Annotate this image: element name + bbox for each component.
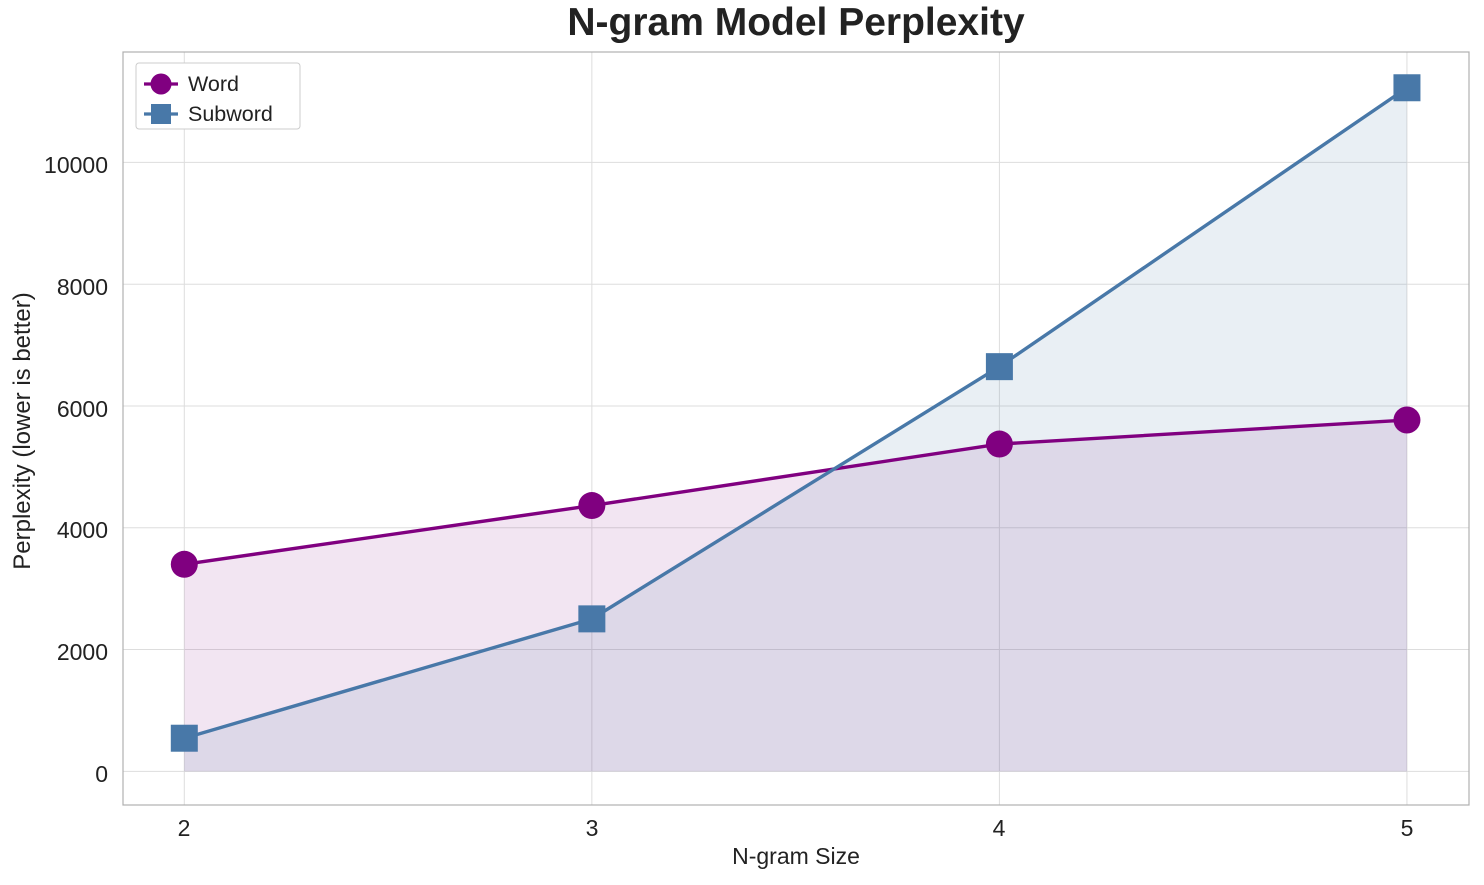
svg-text:Word: Word xyxy=(188,72,239,96)
svg-text:Subword: Subword xyxy=(188,102,273,126)
